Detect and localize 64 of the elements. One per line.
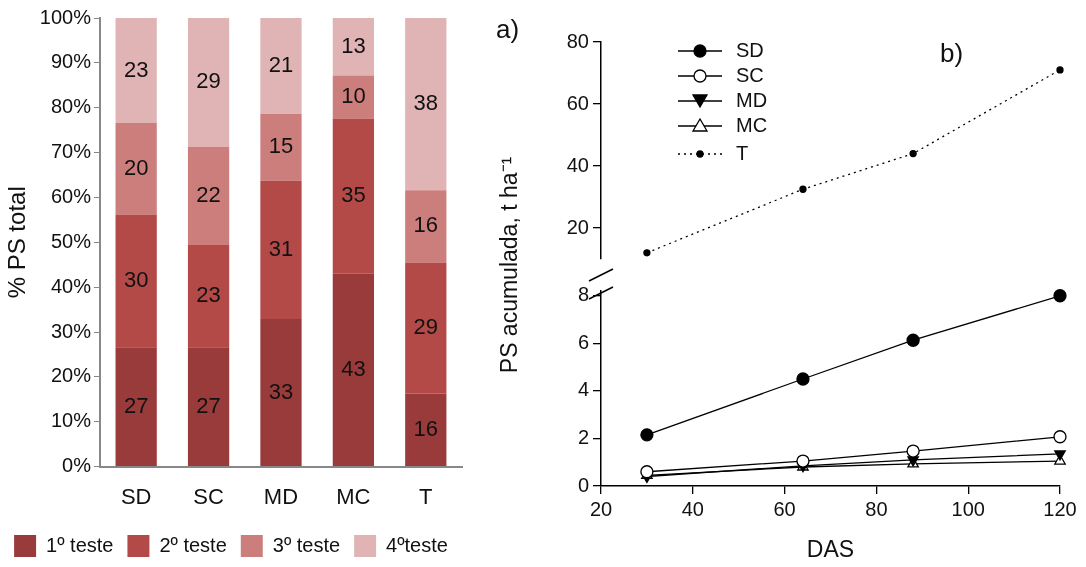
y-tick-label: 20% bbox=[50, 364, 92, 387]
data-label: 23 bbox=[123, 56, 149, 82]
y-tick-label: 10% bbox=[50, 409, 92, 432]
legend-label: SC bbox=[736, 64, 764, 87]
data-label: 38 bbox=[413, 90, 439, 116]
data-label: 23 bbox=[196, 282, 221, 308]
x-tick-label: 100 bbox=[951, 497, 985, 520]
data-label: 15 bbox=[268, 133, 294, 159]
y-tick-label: 100% bbox=[39, 5, 92, 28]
y-tick-label: 80 bbox=[566, 29, 589, 52]
y-tick-label: 4 bbox=[577, 378, 589, 401]
y-tick-label: 50% bbox=[50, 229, 92, 252]
legend-label: SD bbox=[736, 39, 764, 62]
legend-label: MD bbox=[736, 89, 768, 112]
legend-label: 2º teste bbox=[159, 533, 227, 556]
legend-label: MC bbox=[736, 114, 768, 137]
y-tick-label: 40% bbox=[50, 274, 92, 297]
data-label: 35 bbox=[341, 182, 366, 208]
y-axis-title: PS acumulada, t ha⁻¹ bbox=[495, 156, 523, 374]
y-tick-label: 60 bbox=[566, 91, 589, 114]
data-label: 30 bbox=[123, 266, 149, 292]
text: a) bbox=[496, 14, 520, 45]
data-label: 20 bbox=[123, 154, 149, 180]
legend-label: 3º teste bbox=[272, 533, 341, 556]
data-label: 43 bbox=[341, 355, 366, 381]
data-label: 29 bbox=[413, 314, 439, 340]
x-tick-label: 80 bbox=[865, 497, 888, 520]
data-label: 27 bbox=[196, 392, 221, 418]
y-tick-label: 90% bbox=[50, 50, 92, 73]
x-tick-label: 60 bbox=[773, 497, 796, 520]
x-tick-label: 120 bbox=[1043, 497, 1077, 520]
data-label: 22 bbox=[196, 181, 221, 207]
legend-label: 1º teste bbox=[46, 533, 114, 556]
data-label: 27 bbox=[123, 392, 149, 418]
legend-label: 4ºteste bbox=[386, 533, 448, 556]
y-tick-label: 0 bbox=[577, 473, 589, 496]
y-tick-label: 40 bbox=[566, 153, 589, 176]
data-label: 31 bbox=[268, 235, 294, 261]
annotation: b) bbox=[940, 38, 964, 69]
legend-label: T bbox=[736, 142, 749, 165]
y-tick-label: 30% bbox=[50, 319, 92, 342]
y-tick-label: 60% bbox=[50, 184, 92, 207]
data-label: 10 bbox=[341, 83, 366, 109]
y-tick-label: 6 bbox=[577, 330, 589, 353]
x-axis-title: DAS bbox=[806, 535, 855, 563]
data-label: 21 bbox=[268, 52, 294, 78]
data-label: 16 bbox=[413, 415, 439, 441]
x-tick-label: MD bbox=[263, 483, 299, 509]
y-tick-label: 8 bbox=[577, 283, 589, 306]
x-tick-label: T bbox=[419, 483, 433, 509]
y-tick-label: 0% bbox=[62, 454, 92, 477]
x-tick-label: SD bbox=[120, 483, 152, 509]
y-tick-label: 20 bbox=[566, 215, 589, 238]
y-tick-label: 70% bbox=[50, 140, 92, 163]
data-label: 13 bbox=[341, 32, 366, 58]
x-tick-label: SC bbox=[193, 483, 224, 509]
data-label: 29 bbox=[196, 68, 221, 94]
x-tick-label: MC bbox=[336, 483, 371, 509]
data-label: 16 bbox=[413, 212, 439, 238]
x-tick-label: 40 bbox=[681, 497, 704, 520]
y-tick-label: 80% bbox=[50, 95, 92, 118]
y-axis-title: % PS total bbox=[3, 186, 31, 299]
y-tick-label: 2 bbox=[577, 425, 589, 448]
data-label: 33 bbox=[268, 378, 294, 404]
